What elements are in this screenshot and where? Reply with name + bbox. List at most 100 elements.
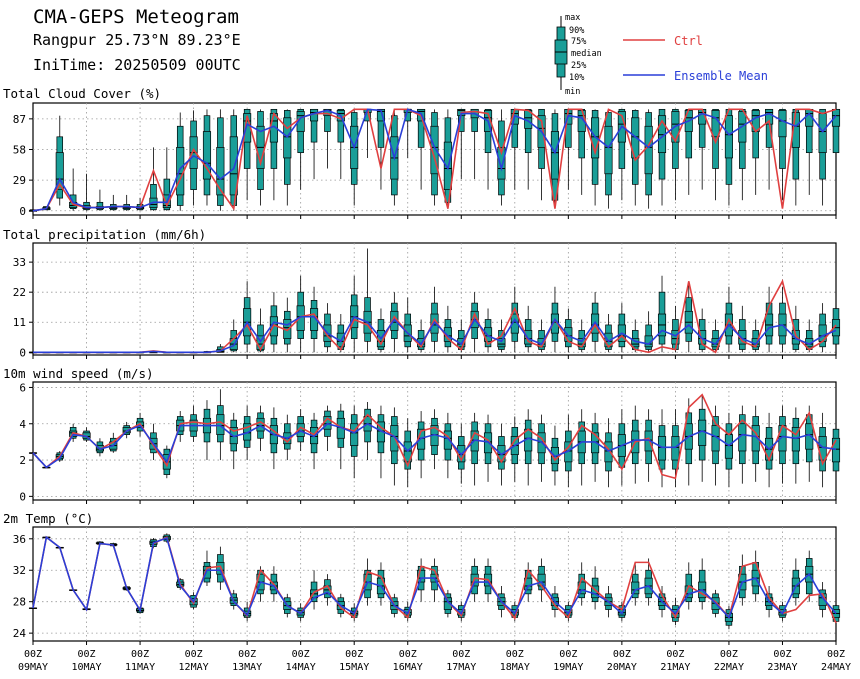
- y-tick-label: 22: [13, 286, 26, 299]
- box-25-75: [631, 581, 640, 595]
- box-54: [751, 108, 760, 195]
- box-25-75: [671, 436, 680, 461]
- box-2: [55, 115, 64, 206]
- x-tick-label-date: 21MAY: [660, 662, 690, 673]
- x-tick-label-hour: 00Z: [78, 649, 96, 660]
- box-56: [778, 286, 787, 353]
- x-tick-label-date: 18MAY: [500, 662, 530, 673]
- box-13: [202, 400, 212, 461]
- box-25: [363, 248, 372, 353]
- legend-label-10pct: 10%: [569, 73, 584, 83]
- box-60: [831, 108, 841, 195]
- box-21: [310, 108, 319, 180]
- box-28: [403, 297, 412, 353]
- panel-frame: [32, 526, 837, 642]
- legend-mean-label: Ensemble Mean: [674, 69, 768, 83]
- x-tick-label-date: 12MAY: [179, 662, 209, 673]
- box-25-75: [591, 585, 600, 599]
- box-54: [751, 550, 760, 602]
- panel-title: Total precipitation (mm/6h): [3, 227, 206, 242]
- box-33: [470, 412, 479, 486]
- box-31: [443, 305, 452, 353]
- box-25-75: [564, 327, 573, 342]
- box-21: [310, 570, 319, 610]
- box-47: [657, 275, 667, 353]
- box-57: [791, 305, 800, 353]
- legend-label-25pct: 25%: [571, 61, 586, 71]
- box-52: [724, 108, 733, 206]
- box-22: [323, 108, 332, 169]
- x-tick-label-hour: 00Z: [506, 649, 524, 660]
- box-28: [403, 418, 412, 488]
- x-tick-label-date: 19MAY: [553, 662, 583, 673]
- x-tick-label-hour: 00Z: [238, 649, 256, 660]
- box-15: [229, 412, 238, 470]
- box-25-75: [791, 330, 800, 345]
- box-25-75: [751, 425, 760, 452]
- box-34: [483, 308, 493, 353]
- box-22: [323, 303, 332, 353]
- y-tick-label: 87: [13, 113, 26, 126]
- box-56: [778, 108, 787, 201]
- ensemble-mean-line: [33, 315, 837, 354]
- panel-title: 10m wind speed (m/s): [3, 366, 154, 381]
- box-25-75: [657, 436, 667, 461]
- y-tick-label: 4: [19, 418, 26, 431]
- box-42: [591, 109, 600, 206]
- box-26: [376, 405, 386, 479]
- x-tick-label-hour: 00Z: [292, 649, 310, 660]
- box-11: [176, 112, 185, 211]
- box-26: [376, 308, 386, 353]
- box-6: [109, 194, 118, 211]
- box-25-75: [216, 147, 225, 196]
- y-tick-label: 33: [13, 256, 26, 269]
- box-10-90: [337, 108, 345, 143]
- box-40: [564, 308, 573, 353]
- box-30: [430, 409, 439, 470]
- legend-label-90pct: 90%: [569, 26, 584, 36]
- box-25-75: [202, 131, 212, 180]
- box-44: [617, 303, 626, 353]
- box-50: [698, 558, 707, 610]
- box-42: [591, 412, 600, 482]
- y-tick-label: 29: [13, 174, 26, 187]
- box-41: [577, 409, 586, 486]
- legend-label-median: median: [571, 49, 602, 59]
- box-25-75: [497, 338, 506, 348]
- x-tick-label-hour: 00Z: [131, 649, 149, 660]
- box-37: [524, 305, 533, 353]
- box-58: [805, 108, 814, 195]
- box-27: [390, 407, 399, 486]
- box-30: [430, 558, 439, 602]
- box-24: [350, 109, 359, 206]
- box-48: [671, 108, 680, 201]
- box-10-90: [779, 108, 786, 169]
- box-57: [791, 407, 800, 484]
- box-43: [604, 109, 613, 209]
- box-20: [296, 275, 305, 353]
- panel-2: Total precipitation (mm/6h) 0 11 22 33: [3, 227, 841, 359]
- box-32: [457, 108, 466, 180]
- legend-ctrl-label: Ctrl: [674, 34, 703, 48]
- box-46: [644, 311, 653, 353]
- y-tick-label: 0: [19, 205, 26, 218]
- box-53: [738, 305, 747, 353]
- box-52: [724, 412, 733, 488]
- box-20: [296, 108, 305, 190]
- location-label: Rangpur 25.73°N 89.23°E: [33, 31, 241, 49]
- box-25-75: [818, 113, 827, 154]
- box-34: [483, 414, 493, 482]
- box-10-90: [96, 201, 104, 211]
- y-tick-label: 11: [13, 316, 26, 329]
- y-tick-label: 28: [13, 596, 26, 609]
- box-4: [82, 173, 91, 211]
- x-tick-label-date: 22MAY: [714, 662, 744, 673]
- y-tick-label: 6: [19, 381, 26, 394]
- box-25-75: [537, 573, 546, 587]
- init-time-label: IniTime: 20250509 00UTC: [33, 56, 241, 74]
- box-25-75: [711, 110, 720, 138]
- box-25-75: [430, 125, 439, 175]
- box-25-75: [791, 427, 800, 452]
- box-25-75: [443, 430, 452, 450]
- box-51: [711, 108, 720, 201]
